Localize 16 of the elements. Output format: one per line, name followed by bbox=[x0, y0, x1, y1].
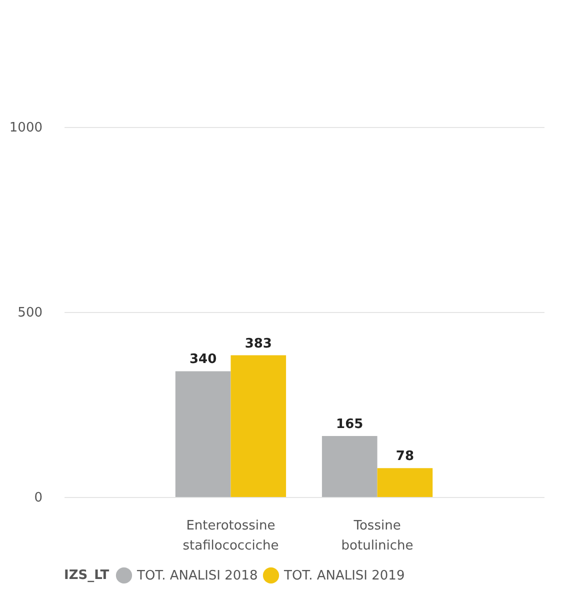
bar bbox=[175, 371, 231, 497]
data-label: 165 bbox=[336, 416, 364, 432]
bar bbox=[230, 355, 286, 497]
x-tick-label: Tossine botuliniche bbox=[341, 518, 414, 554]
y-tick-label: 0 bbox=[34, 490, 42, 506]
legend-title: IZS_LT bbox=[64, 568, 110, 583]
data-label: 383 bbox=[244, 336, 272, 352]
y-tick-label: 500 bbox=[18, 306, 42, 320]
y-tick-label: 1000 bbox=[9, 120, 42, 136]
data-label: 340 bbox=[189, 352, 217, 368]
bar bbox=[322, 436, 378, 497]
bar bbox=[377, 468, 433, 497]
legend-label: TOT. ANALISI 2018 bbox=[136, 568, 258, 584]
legend-label: TOT. ANALISI 2019 bbox=[283, 568, 405, 584]
data-label: 78 bbox=[396, 449, 414, 464]
x-tick-label: Enterotossine stafilococciche bbox=[182, 518, 279, 554]
